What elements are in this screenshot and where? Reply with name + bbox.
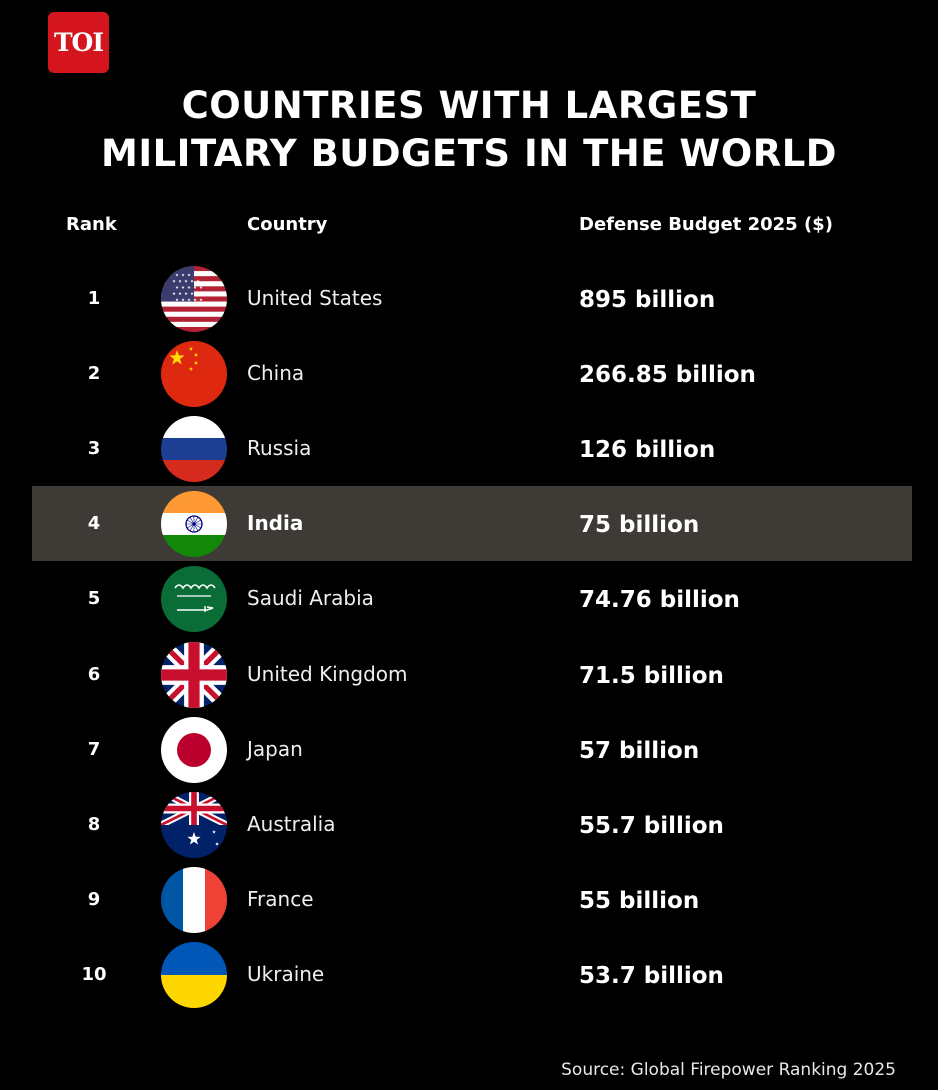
country-cell: Ukraine xyxy=(247,961,325,986)
us-flag-icon xyxy=(161,266,227,332)
country-cell: India xyxy=(247,511,304,536)
budget-cell: 126 billion xyxy=(579,437,716,464)
table-row: 8 Australia 55.7 billion xyxy=(0,787,938,862)
chart-title-line-1: COUNTRIES WITH LARGEST xyxy=(181,84,757,127)
rank-cell: 1 xyxy=(87,288,101,309)
budget-cell: 71.5 billion xyxy=(579,662,724,689)
country-cell: Australia xyxy=(247,811,336,836)
ukraine-flag-icon xyxy=(161,941,227,1008)
source-note: Source: Global Firepower Ranking 2025 xyxy=(561,1060,896,1080)
rank-cell: 7 xyxy=(87,738,101,760)
uk-flag-icon xyxy=(161,641,227,708)
table-row: 6 United Kingdom 71.5 billion xyxy=(0,637,938,712)
table-row: 2 China 266.85 billion xyxy=(0,336,938,411)
australia-flag-icon xyxy=(161,791,227,858)
country-cell: United Kingdom xyxy=(247,661,408,686)
budget-cell: 53.7 billion xyxy=(579,962,724,989)
budget-cell: 57 billion xyxy=(579,737,700,764)
budget-cell: 895 billion xyxy=(579,287,716,313)
country-cell: United States xyxy=(247,286,383,310)
france-flag-icon xyxy=(161,866,227,933)
rank-cell: 3 xyxy=(87,438,101,460)
column-header-budget: Defense Budget 2025 ($) xyxy=(579,214,833,235)
table-row: 3 Russia 126 billion xyxy=(0,411,938,486)
rank-cell: 9 xyxy=(87,888,101,910)
chart-title-line-2: MILITARY BUDGETS IN THE WORLD xyxy=(101,132,837,175)
table-row: 9 France 55 billion xyxy=(0,862,938,937)
table-row: 1 United States 895 billion xyxy=(0,261,938,336)
rank-cell: 6 xyxy=(87,663,101,685)
country-cell: Russia xyxy=(247,436,312,461)
toi-logo: TOI xyxy=(48,12,109,73)
budget-cell: 75 billion xyxy=(579,512,700,539)
budget-cell: 266.85 billion xyxy=(579,362,756,389)
country-cell: France xyxy=(247,886,314,911)
budget-cell: 55 billion xyxy=(579,887,700,914)
country-cell: China xyxy=(247,361,305,386)
table-row: 7 Japan 57 billion xyxy=(0,712,938,787)
table-row: 5 Saudi Arabia 74.76 billion xyxy=(0,561,938,636)
china-flag-icon xyxy=(161,341,227,408)
column-header-country: Country xyxy=(247,214,328,235)
column-header-rank: Rank xyxy=(66,214,117,235)
country-cell: Saudi Arabia xyxy=(247,586,374,611)
rank-cell: 8 xyxy=(87,813,101,835)
budget-cell: 74.76 billion xyxy=(579,587,740,614)
japan-flag-icon xyxy=(161,716,227,783)
table-row: 4 India 75 billion xyxy=(0,486,938,561)
saudi-arabia-flag-icon xyxy=(161,566,227,633)
rank-cell: 2 xyxy=(87,363,101,385)
rank-cell: 5 xyxy=(87,588,101,610)
rank-cell: 4 xyxy=(87,513,101,535)
india-flag-icon xyxy=(161,491,227,558)
country-cell: Japan xyxy=(247,736,303,761)
table-row: 10 Ukraine 53.7 billion xyxy=(0,937,938,1012)
budget-cell: 55.7 billion xyxy=(579,812,724,839)
russia-flag-icon xyxy=(161,416,227,483)
rank-cell: 10 xyxy=(81,963,107,985)
